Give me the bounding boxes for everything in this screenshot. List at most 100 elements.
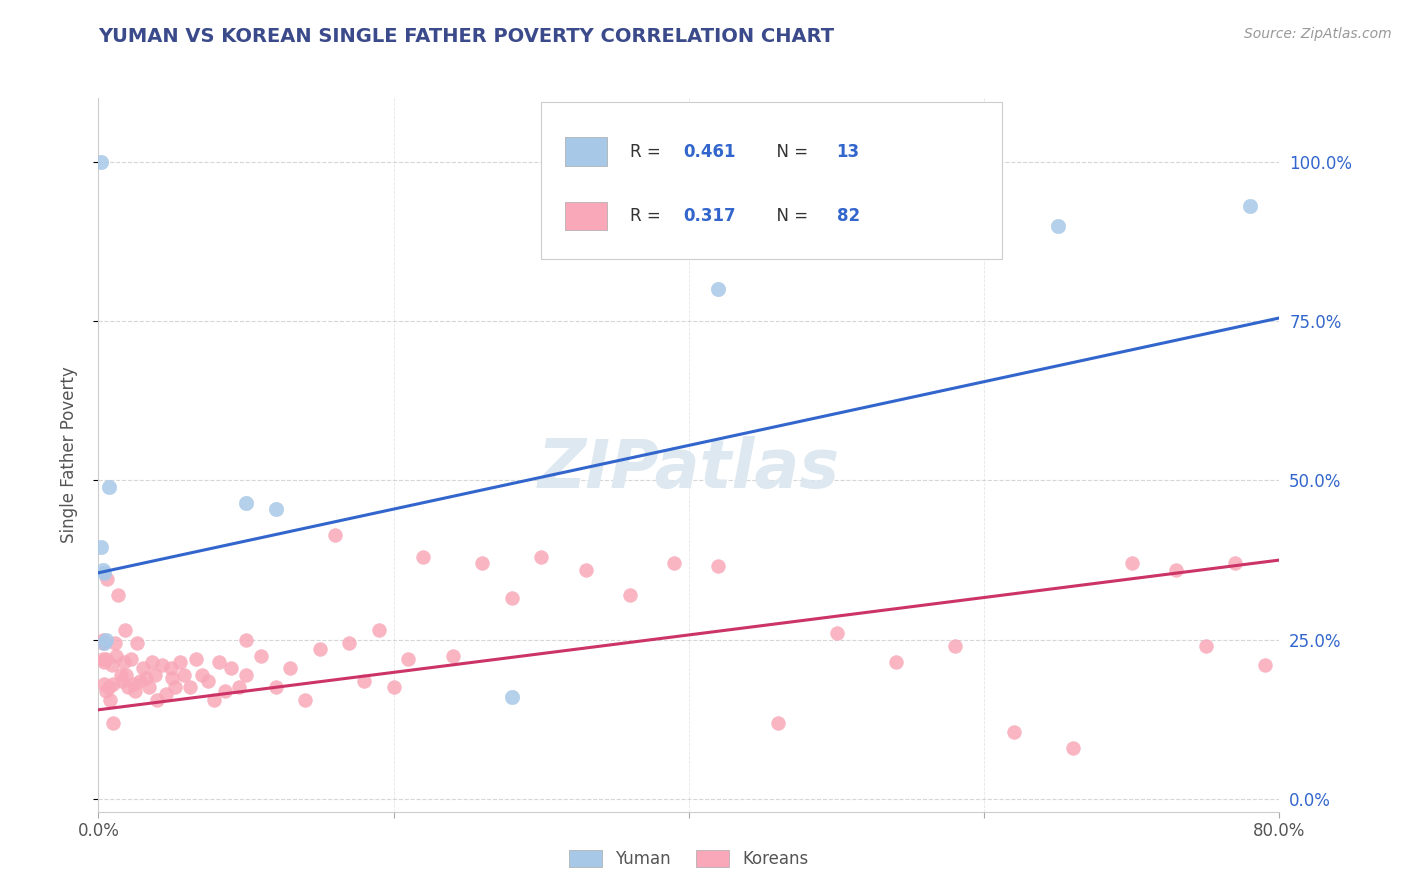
Text: R =: R = xyxy=(630,143,666,161)
Text: YUMAN VS KOREAN SINGLE FATHER POVERTY CORRELATION CHART: YUMAN VS KOREAN SINGLE FATHER POVERTY CO… xyxy=(98,27,835,45)
Point xyxy=(135,671,157,685)
Point xyxy=(90,154,112,169)
Point xyxy=(619,588,641,602)
Point xyxy=(1223,556,1246,570)
Point xyxy=(323,527,346,541)
Point xyxy=(117,681,139,695)
Point xyxy=(94,683,117,698)
Point xyxy=(264,681,287,695)
Point xyxy=(368,623,391,637)
Text: Source: ZipAtlas.com: Source: ZipAtlas.com xyxy=(1244,27,1392,41)
Point xyxy=(93,636,115,650)
Point xyxy=(91,652,114,666)
Point xyxy=(124,683,146,698)
Point xyxy=(93,655,115,669)
Text: ZIPatlas: ZIPatlas xyxy=(538,436,839,502)
Point xyxy=(707,559,730,574)
Bar xyxy=(565,202,607,230)
Text: N =: N = xyxy=(766,207,813,225)
Point xyxy=(132,661,155,675)
Point xyxy=(501,591,523,606)
Point xyxy=(115,667,138,681)
Text: 0.317: 0.317 xyxy=(683,207,735,225)
Point xyxy=(184,652,207,666)
Point xyxy=(90,541,112,555)
Point xyxy=(766,715,789,730)
Y-axis label: Single Father Poverty: Single Father Poverty xyxy=(59,367,77,543)
Point xyxy=(103,677,125,691)
Point xyxy=(114,623,136,637)
Point xyxy=(235,632,257,647)
Point xyxy=(120,652,142,666)
Point xyxy=(250,648,273,663)
Point xyxy=(125,636,148,650)
Point xyxy=(353,674,375,689)
Point xyxy=(664,556,686,570)
Point xyxy=(94,652,117,666)
Point xyxy=(162,671,183,685)
Point xyxy=(1062,741,1084,756)
Point xyxy=(93,677,115,691)
Point xyxy=(155,687,177,701)
Point xyxy=(197,674,219,689)
Point xyxy=(1254,658,1277,673)
Point xyxy=(143,667,166,681)
Point xyxy=(100,658,122,673)
Point xyxy=(122,677,145,691)
Point xyxy=(1121,556,1143,570)
Point xyxy=(91,636,114,650)
Point xyxy=(471,556,494,570)
Point xyxy=(884,655,907,669)
Point xyxy=(396,652,419,666)
Point xyxy=(150,658,173,673)
Point xyxy=(112,655,135,669)
Point xyxy=(214,683,236,698)
Point xyxy=(825,626,848,640)
Point xyxy=(107,588,129,602)
Legend: Yuman, Koreans: Yuman, Koreans xyxy=(562,843,815,875)
Point xyxy=(1046,219,1069,233)
Point xyxy=(382,681,405,695)
Bar xyxy=(565,137,607,166)
Point xyxy=(103,715,125,730)
Point xyxy=(97,681,120,695)
Point xyxy=(111,674,134,689)
Point xyxy=(707,282,730,296)
Point xyxy=(228,681,250,695)
Point xyxy=(165,681,187,695)
Text: N =: N = xyxy=(766,143,813,161)
Point xyxy=(278,661,302,675)
Point xyxy=(93,566,115,580)
Point xyxy=(1002,725,1025,739)
Point xyxy=(94,632,117,647)
Point xyxy=(574,563,596,577)
Point xyxy=(412,549,434,564)
Point xyxy=(235,667,257,681)
Point xyxy=(294,693,316,707)
Point xyxy=(208,655,231,669)
Text: 82: 82 xyxy=(837,207,859,225)
Point xyxy=(146,693,169,707)
Point xyxy=(501,690,523,704)
Point xyxy=(173,667,195,681)
Point xyxy=(530,549,553,564)
Point xyxy=(235,496,257,510)
Point xyxy=(96,572,118,586)
FancyBboxPatch shape xyxy=(541,102,1002,259)
Point xyxy=(1164,563,1187,577)
Point xyxy=(128,674,150,689)
Point xyxy=(97,480,120,494)
Point xyxy=(441,648,464,663)
Point xyxy=(159,661,181,675)
Text: 13: 13 xyxy=(837,143,859,161)
Point xyxy=(264,502,287,516)
Point xyxy=(943,639,966,653)
Point xyxy=(138,681,160,695)
Point xyxy=(339,636,360,650)
Point xyxy=(141,655,163,669)
Point xyxy=(202,693,225,707)
Point xyxy=(309,642,332,657)
Point xyxy=(104,636,127,650)
Point xyxy=(91,632,114,647)
Point xyxy=(1239,199,1261,213)
